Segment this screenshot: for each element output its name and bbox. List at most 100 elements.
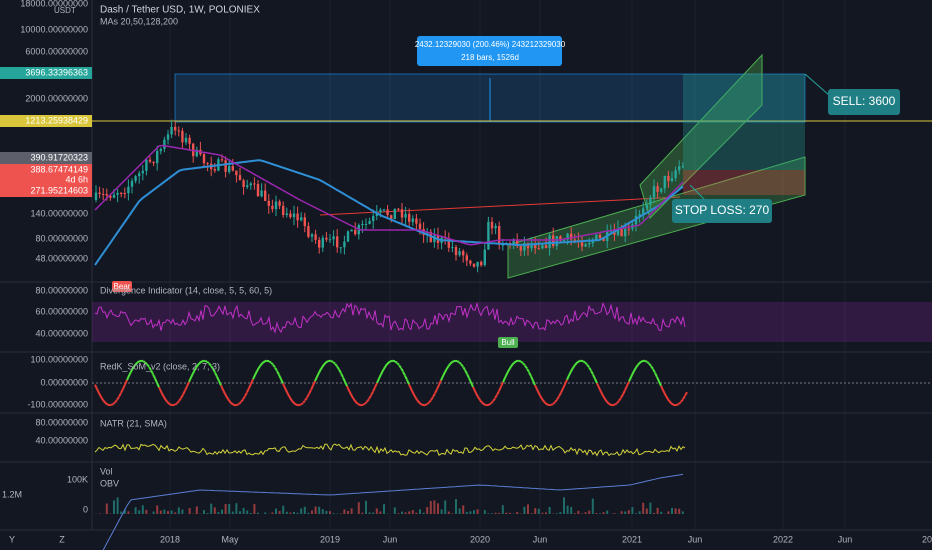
candle bbox=[624, 228, 627, 237]
candle bbox=[181, 130, 184, 143]
volume-bar bbox=[375, 508, 378, 514]
candle bbox=[346, 231, 350, 242]
candle bbox=[526, 243, 530, 249]
volume-bar bbox=[440, 509, 443, 514]
volume-bar bbox=[383, 504, 385, 514]
candle bbox=[206, 163, 209, 165]
currency: USDT bbox=[54, 6, 76, 15]
candle bbox=[483, 249, 486, 266]
volume-bar bbox=[98, 513, 101, 514]
candle bbox=[364, 223, 368, 225]
candle bbox=[480, 261, 483, 266]
volume-bar bbox=[113, 500, 115, 514]
candle bbox=[339, 247, 342, 249]
candle bbox=[321, 237, 324, 248]
volume-bar bbox=[476, 509, 479, 514]
candle bbox=[264, 190, 267, 201]
volume-bar bbox=[656, 507, 659, 514]
volume-bar bbox=[293, 511, 295, 514]
price-tick-label: 140.00000000 bbox=[30, 208, 88, 218]
candle bbox=[422, 228, 425, 236]
volume-bar bbox=[156, 505, 159, 514]
candle bbox=[170, 126, 173, 135]
candle bbox=[415, 218, 418, 224]
volume-bar bbox=[595, 513, 598, 514]
natr-line bbox=[94, 443, 686, 457]
volume-bar bbox=[235, 503, 238, 514]
price-tag-label: 388.67474149 bbox=[30, 164, 88, 174]
candle bbox=[282, 205, 285, 215]
volume-bar bbox=[332, 513, 335, 514]
volume-bar bbox=[505, 512, 508, 514]
candle bbox=[462, 251, 465, 256]
volume-bar bbox=[534, 508, 537, 514]
sell-label: SELL: 3600 bbox=[833, 94, 896, 108]
volume-bar bbox=[224, 503, 227, 514]
time-label: Jun bbox=[838, 534, 853, 544]
volume-bar bbox=[365, 500, 367, 514]
candle bbox=[253, 183, 256, 185]
candle bbox=[390, 215, 393, 220]
volume-bar bbox=[163, 509, 166, 514]
volume-bar bbox=[203, 510, 205, 514]
candle bbox=[235, 170, 238, 176]
time-label: Jun bbox=[383, 534, 398, 544]
volume-bar bbox=[451, 513, 454, 514]
volume-bar bbox=[361, 512, 364, 514]
ma-line bbox=[94, 144, 684, 246]
volume-bar bbox=[300, 508, 303, 514]
time-label: Jun bbox=[533, 534, 548, 544]
price-tag-label: 271.95214603 bbox=[30, 185, 88, 195]
candle bbox=[638, 214, 641, 216]
measure-text: 218 bars, 1526d bbox=[461, 53, 519, 62]
volume-bar bbox=[350, 508, 353, 514]
candle bbox=[627, 228, 630, 230]
bull-label: Bull bbox=[501, 338, 515, 347]
candle bbox=[220, 159, 224, 161]
time-label: 2021 bbox=[622, 534, 642, 544]
candle bbox=[116, 192, 119, 195]
candle bbox=[393, 208, 396, 220]
volume-bar bbox=[473, 510, 475, 514]
volume-bar bbox=[645, 508, 648, 514]
candle bbox=[112, 194, 116, 198]
volume-bar bbox=[599, 513, 601, 514]
candle bbox=[249, 183, 252, 186]
candle bbox=[602, 237, 605, 241]
volume-bar bbox=[469, 511, 472, 514]
candle bbox=[163, 139, 166, 149]
candle bbox=[361, 223, 364, 226]
som-up bbox=[126, 359, 662, 388]
candle bbox=[228, 166, 231, 172]
candle bbox=[490, 221, 494, 229]
time-label: 20 bbox=[922, 534, 932, 544]
time-label: 2020 bbox=[470, 534, 490, 544]
candle bbox=[451, 247, 454, 249]
candle bbox=[267, 200, 270, 206]
candle bbox=[498, 225, 501, 245]
volume-bar bbox=[642, 502, 645, 514]
candle bbox=[325, 237, 328, 240]
volume-bar bbox=[674, 508, 677, 514]
candle bbox=[177, 130, 180, 132]
volume-bar bbox=[635, 513, 637, 514]
volume-bar bbox=[404, 512, 407, 514]
volume-bar bbox=[221, 509, 223, 514]
candle bbox=[98, 192, 101, 194]
candle bbox=[598, 234, 602, 238]
candle bbox=[105, 194, 108, 196]
volume-bar bbox=[527, 504, 529, 514]
candle bbox=[120, 192, 123, 194]
time-label: 2018 bbox=[160, 534, 180, 544]
candle bbox=[354, 229, 357, 235]
volume-bar bbox=[573, 513, 576, 514]
pane-tick-label: 100.00000000 bbox=[30, 354, 88, 364]
pane-separators bbox=[0, 0, 932, 531]
price-tick-label: 10000.00000000 bbox=[20, 24, 88, 34]
candle bbox=[202, 154, 206, 164]
volume-bar bbox=[123, 509, 126, 514]
candle bbox=[141, 170, 144, 174]
candle bbox=[530, 243, 533, 249]
volume-bar bbox=[105, 503, 108, 514]
